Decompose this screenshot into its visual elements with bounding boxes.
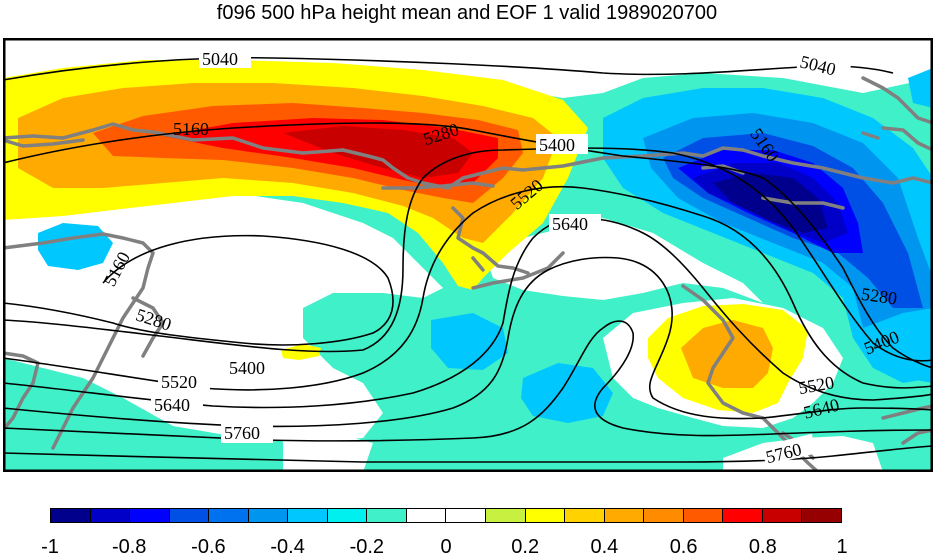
colorbar-swatch [762,509,803,522]
colorbar-swatch [446,509,487,522]
contour-labels: 5040 5040 5160 5160 5160 5280 5280 5280 … [99,48,902,467]
colorbar-swatch [248,509,289,522]
contour-label: 5280 [860,284,898,309]
colorbar-tick-label: -0.6 [191,536,226,558]
colorbar-tick-label: -0.2 [349,536,385,558]
colorbar-tick-label: 0 [440,536,452,558]
colorbar-tick-label: -0.8 [111,536,147,558]
field-white-west [3,188,443,443]
colorbar-swatch [169,509,210,522]
map-plot-area: 5040 5040 5160 5160 5160 5280 5280 5280 … [3,38,933,472]
colorbar-swatch [130,509,170,522]
colorbar-swatch [327,509,368,522]
contour-label: 5640 [552,214,588,234]
map-title: f096 500 hPa height mean and EOF 1 valid… [216,2,718,24]
colorbar-swatch [565,509,605,522]
field-blue-patch-east [863,308,933,383]
colorbar-tick-label: 0.8 [748,536,777,558]
colorbar-swatch [288,509,328,522]
map-frame [3,38,933,472]
colorbar-swatch [367,509,407,522]
colorbar-swatch [486,509,526,522]
colorbar-swatch [90,509,131,522]
colorbar-tick-label: 0.4 [590,536,619,558]
coastlines [3,76,933,472]
colorbar-swatch [644,509,684,522]
colorbar-swatch [406,509,447,522]
colorbar-swatch [802,509,841,522]
contour-label: 5040 [202,49,238,69]
colorbar [50,508,842,523]
colorbar-swatch [723,509,763,522]
field-darkred-nw [283,126,473,178]
field-orange-south [681,320,773,388]
colorbar-tick-label: -1 [41,536,59,558]
contour-label: 5400 [539,135,575,155]
contour-label: 5760 [224,423,260,443]
colorbar-swatch [209,509,249,522]
field-yellow-blob [281,344,321,360]
map-svg: 5040 5040 5160 5160 5160 5280 5280 5280 … [3,38,933,472]
contour-label: 5640 [154,395,190,415]
colorbar-tick-label: 0.6 [669,536,698,558]
colorbar-swatch [604,509,645,522]
contour-label: 5160 [173,119,209,139]
field-blue-patch-ne [908,68,933,108]
field-blue-patch-south [521,363,613,423]
colorbar-tick-label: -0.4 [270,536,305,558]
colorbar-tick-label: 1 [836,536,848,558]
field-white-mid [483,218,763,303]
colorbar-swatch [683,509,724,522]
colorbar-tick-label: 0.2 [511,536,540,558]
contour-label: 5400 [229,358,265,378]
colorbar-swatch [525,509,566,522]
colorbar-swatch [51,509,91,522]
contour-label: 5520 [161,372,197,392]
field-blue-patch-mid [431,313,508,370]
